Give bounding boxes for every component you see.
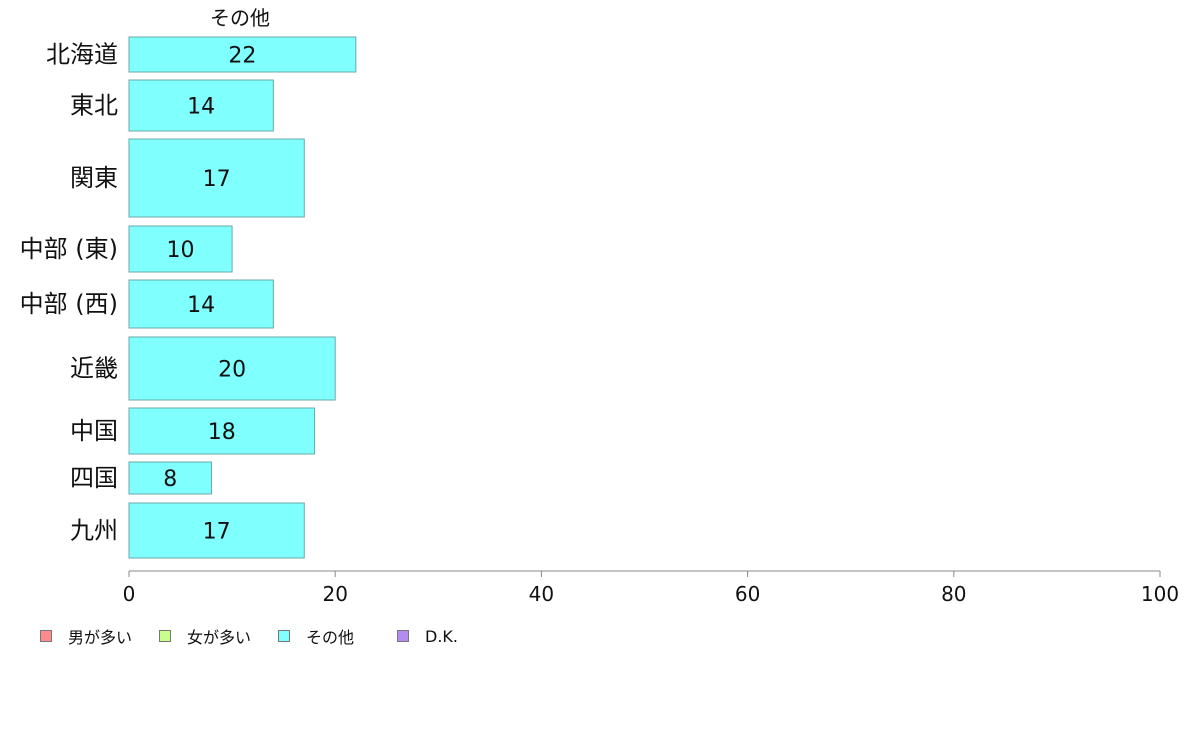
legend-label-other: その他 — [306, 628, 355, 647]
legend-item-dk: D.K. — [397, 627, 458, 646]
category-label: 北海道 — [46, 41, 118, 69]
data-label: 20 — [218, 358, 246, 383]
x-tick-label: 40 — [529, 582, 554, 606]
x-tick-label: 20 — [322, 582, 347, 606]
bar — [128, 407, 316, 455]
category-label: 九州 — [70, 517, 118, 545]
legend-label-dk: D.K. — [425, 626, 458, 646]
x-tick-label: 60 — [735, 582, 760, 606]
category-label: 関東 — [70, 164, 118, 192]
data-label: 8 — [163, 467, 177, 492]
data-label: 10 — [167, 238, 195, 263]
category-label: 四国 — [70, 464, 118, 492]
legend-swatch-dk — [397, 630, 409, 642]
category-label: 中国 — [70, 417, 118, 445]
category-label: 中部 (東) — [20, 235, 118, 263]
bar — [128, 36, 357, 73]
legend: 男が多い 女が多い その他 D.K. — [40, 624, 458, 648]
x-tick-label: 80 — [941, 582, 966, 606]
category-label: 中部 (西) — [20, 290, 118, 318]
legend-item-male-majority: 男が多い — [40, 624, 159, 648]
data-label: 18 — [208, 420, 236, 445]
bar — [128, 336, 336, 401]
bar — [128, 502, 305, 559]
bar — [128, 79, 274, 132]
legend-item-female-majority: 女が多い — [159, 624, 278, 648]
legend-item-other: その他 — [278, 624, 397, 648]
bar — [128, 138, 305, 218]
legend-label-female-majority: 女が多い — [187, 628, 252, 647]
x-tick-label: 0 — [123, 582, 136, 606]
bar — [128, 225, 233, 273]
category-label: 東北 — [70, 92, 118, 120]
data-label: 17 — [203, 167, 231, 192]
data-label: 14 — [187, 95, 215, 120]
data-label: 17 — [203, 520, 231, 545]
bar — [128, 461, 212, 495]
bar — [128, 279, 274, 329]
legend-swatch-other — [278, 630, 290, 642]
data-label: 22 — [228, 44, 256, 69]
x-tick-label: 100 — [1141, 582, 1179, 606]
series-title: その他 — [210, 6, 270, 30]
category-label: 近畿 — [70, 355, 118, 383]
legend-label-male-majority: 男が多い — [68, 628, 133, 647]
legend-swatch-female-majority — [159, 630, 171, 642]
data-label: 14 — [187, 293, 215, 318]
legend-swatch-male-majority — [40, 630, 52, 642]
